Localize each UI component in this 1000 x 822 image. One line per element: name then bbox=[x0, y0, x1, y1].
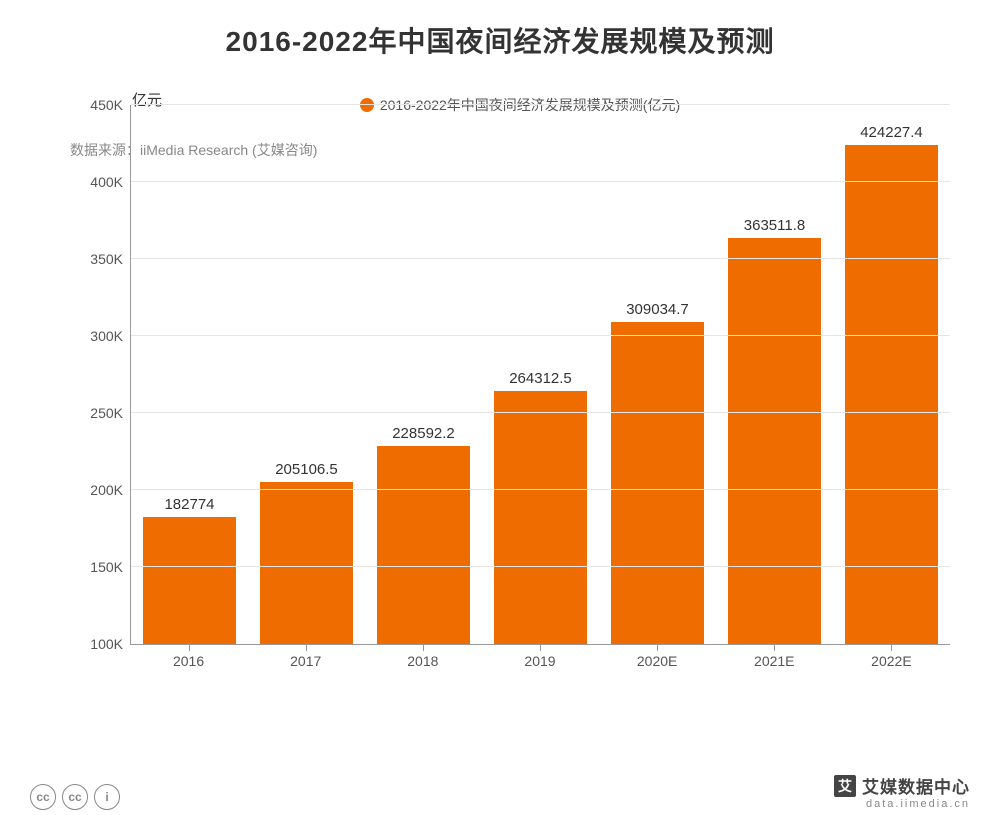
brand-logo-icon: 艾 bbox=[834, 775, 856, 797]
bar-value-label: 424227.4 bbox=[860, 124, 923, 141]
x-tick-label: 2017 bbox=[247, 645, 364, 669]
bar: 363511.8 bbox=[728, 238, 822, 644]
y-tick-label: 200K bbox=[90, 482, 131, 498]
x-tick-label: 2016 bbox=[130, 645, 247, 669]
x-axis: 20162017201820192020E2021E2022E bbox=[130, 645, 950, 669]
gridline bbox=[131, 489, 950, 490]
chart-area: 亿元 182774205106.5228592.2264312.5309034.… bbox=[70, 95, 970, 685]
gridline bbox=[131, 412, 950, 413]
bar-value-label: 182774 bbox=[164, 496, 214, 513]
bar-value-label: 228592.2 bbox=[392, 425, 455, 442]
bar-value-label: 205106.5 bbox=[275, 461, 338, 478]
y-tick-label: 150K bbox=[90, 559, 131, 575]
bars-group: 182774205106.5228592.2264312.5309034.736… bbox=[131, 105, 950, 644]
bar: 205106.5 bbox=[260, 482, 354, 644]
bar-column: 182774 bbox=[131, 105, 248, 644]
x-tick-label: 2021E bbox=[716, 645, 833, 669]
bar-value-label: 363511.8 bbox=[744, 217, 805, 234]
cc-icon: cc bbox=[62, 784, 88, 810]
cc-icon: i bbox=[94, 784, 120, 810]
y-tick-label: 350K bbox=[90, 251, 131, 267]
gridline bbox=[131, 566, 950, 567]
brand-block: 艾 艾媒数据中心 data.iimedia.cn bbox=[834, 773, 970, 810]
y-tick-label: 300K bbox=[90, 328, 131, 344]
plot-area: 182774205106.5228592.2264312.5309034.736… bbox=[130, 105, 950, 645]
bar-column: 363511.8 bbox=[716, 105, 833, 644]
bar: 424227.4 bbox=[845, 145, 939, 644]
gridline bbox=[131, 258, 950, 259]
chart-title: 2016-2022年中国夜间经济发展规模及预测 bbox=[30, 20, 970, 60]
brand-url: data.iimedia.cn bbox=[834, 798, 970, 810]
bar-column: 264312.5 bbox=[482, 105, 599, 644]
x-tick-label: 2022E bbox=[833, 645, 950, 669]
x-tick-label: 2018 bbox=[364, 645, 481, 669]
bar-column: 228592.2 bbox=[365, 105, 482, 644]
bar: 182774 bbox=[143, 517, 237, 644]
bar-column: 205106.5 bbox=[248, 105, 365, 644]
license-icons: cccci bbox=[30, 784, 120, 810]
bar-value-label: 309034.7 bbox=[626, 301, 689, 318]
cc-icon: cc bbox=[30, 784, 56, 810]
bar: 228592.2 bbox=[377, 446, 471, 644]
y-tick-label: 400K bbox=[90, 174, 131, 190]
chart-container: 2016-2022年中国夜间经济发展规模及预测 亿元 182774205106.… bbox=[0, 0, 1000, 822]
gridline bbox=[131, 181, 950, 182]
bar: 309034.7 bbox=[611, 322, 705, 644]
gridline bbox=[131, 104, 950, 105]
bar-value-label: 264312.5 bbox=[509, 370, 572, 387]
footer: cccci 艾 艾媒数据中心 data.iimedia.cn bbox=[30, 773, 970, 810]
y-tick-label: 100K bbox=[90, 636, 131, 652]
x-tick-label: 2019 bbox=[481, 645, 598, 669]
bar: 264312.5 bbox=[494, 391, 588, 644]
bar-column: 309034.7 bbox=[599, 105, 716, 644]
gridline bbox=[131, 335, 950, 336]
y-tick-label: 450K bbox=[90, 97, 131, 113]
brand-name: 艾媒数据中心 bbox=[862, 773, 970, 798]
x-tick-label: 2020E bbox=[599, 645, 716, 669]
y-tick-label: 250K bbox=[90, 405, 131, 421]
bar-column: 424227.4 bbox=[833, 105, 950, 644]
